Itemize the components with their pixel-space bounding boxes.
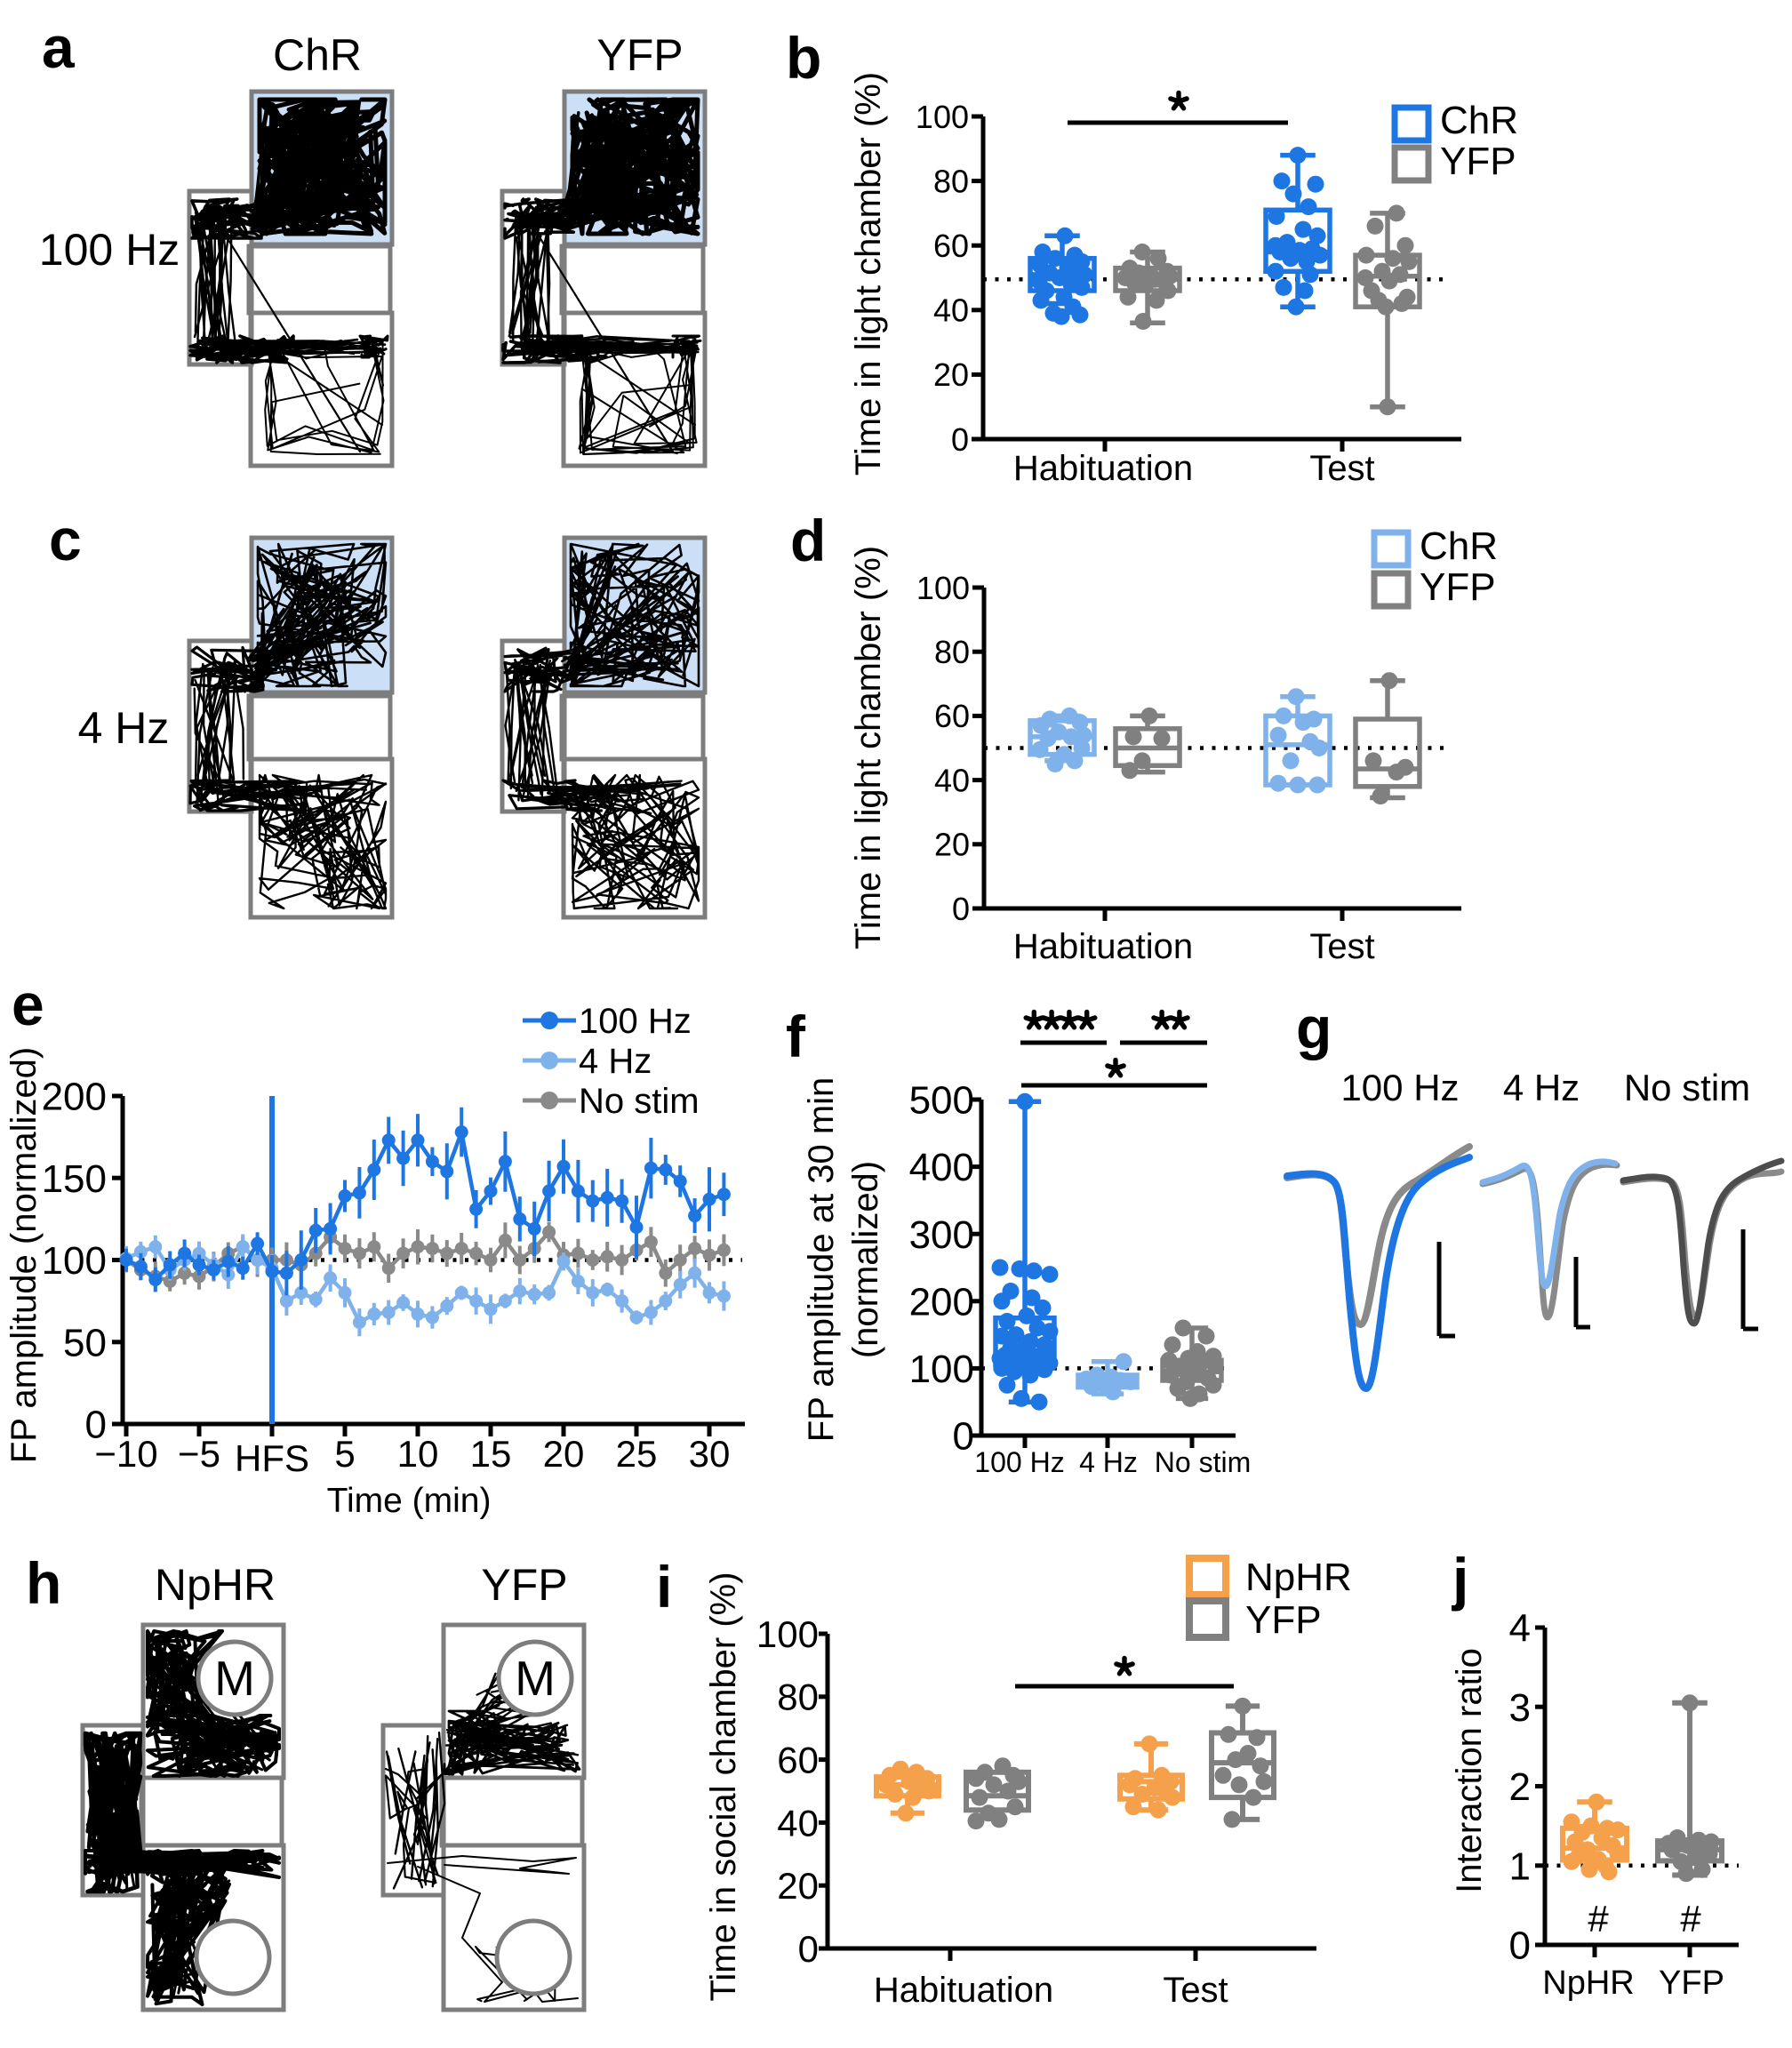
svg-text:4: 4: [1509, 1607, 1531, 1651]
svg-text:40: 40: [933, 292, 969, 329]
svg-text:15: 15: [470, 1433, 512, 1475]
svg-text:e: e: [12, 972, 44, 1037]
svg-text:YFP: YFP: [1420, 565, 1496, 609]
svg-text:500: 500: [909, 1079, 974, 1123]
svg-text:Habituation: Habituation: [1013, 927, 1193, 966]
svg-text:5: 5: [334, 1433, 355, 1475]
svg-text:20: 20: [933, 356, 969, 393]
svg-text:i: i: [656, 1554, 672, 1620]
svg-text:100 Hz: 100 Hz: [39, 225, 180, 275]
svg-text:M: M: [214, 1651, 255, 1706]
svg-text:a: a: [42, 14, 76, 80]
svg-text:j: j: [1451, 1546, 1468, 1612]
svg-text:100 Hz: 100 Hz: [974, 1446, 1064, 1478]
svg-text:100: 100: [42, 1239, 107, 1283]
svg-text:FP amplitude (normalized): FP amplitude (normalized): [4, 1047, 44, 1463]
svg-text:Habituation: Habituation: [1013, 449, 1193, 488]
svg-text:4 Hz: 4 Hz: [78, 703, 170, 753]
svg-text:10: 10: [397, 1433, 439, 1475]
svg-text:0: 0: [952, 891, 970, 927]
svg-text:25: 25: [616, 1433, 658, 1475]
svg-text:4 Hz: 4 Hz: [1079, 1446, 1138, 1478]
svg-text:#: #: [1680, 1898, 1701, 1940]
svg-text:NpHR: NpHR: [1245, 1556, 1352, 1599]
svg-text:No stim: No stim: [1155, 1446, 1251, 1478]
svg-text:c: c: [49, 507, 82, 572]
svg-text:b: b: [786, 25, 821, 91]
svg-text:20: 20: [934, 827, 970, 863]
svg-text:100 Hz: 100 Hz: [579, 1002, 692, 1041]
svg-text:f: f: [786, 1004, 806, 1069]
svg-text:Test: Test: [1163, 1971, 1228, 2010]
svg-text:30: 30: [689, 1433, 731, 1475]
svg-text:YFP: YFP: [481, 1560, 567, 1610]
svg-text:60: 60: [934, 698, 970, 734]
svg-text:100: 100: [756, 1613, 819, 1655]
svg-text:3: 3: [1509, 1686, 1531, 1730]
svg-text:200: 200: [909, 1280, 974, 1324]
svg-text:0: 0: [1509, 1924, 1531, 1968]
svg-text:40: 40: [777, 1802, 819, 1844]
svg-text:4 Hz: 4 Hz: [1503, 1067, 1580, 1108]
svg-text:Test: Test: [1309, 927, 1374, 966]
svg-text:Time in social chamber (%): Time in social chamber (%): [704, 1572, 743, 2001]
svg-text:Interaction ratio: Interaction ratio: [1450, 1648, 1489, 1893]
svg-text:h: h: [26, 1550, 61, 1616]
svg-text:100: 100: [909, 1348, 974, 1391]
svg-text:YFP: YFP: [596, 30, 683, 80]
svg-text:400: 400: [909, 1146, 974, 1189]
svg-text:NpHR: NpHR: [1542, 1964, 1634, 2002]
svg-text:ChR: ChR: [1420, 524, 1498, 568]
svg-text:40: 40: [934, 762, 970, 798]
svg-text:0: 0: [951, 421, 969, 458]
svg-text:No stim: No stim: [1624, 1067, 1750, 1108]
svg-text:YFP: YFP: [1245, 1598, 1322, 1642]
svg-text:#: #: [1588, 1898, 1609, 1940]
svg-text:200: 200: [42, 1076, 107, 1119]
svg-text:d: d: [790, 508, 826, 573]
svg-text:100: 100: [916, 570, 970, 606]
svg-text:20: 20: [777, 1865, 819, 1907]
svg-text:20: 20: [543, 1433, 585, 1475]
svg-text:ChR: ChR: [273, 30, 362, 80]
svg-text:60: 60: [777, 1740, 819, 1781]
svg-text:ChR: ChR: [1440, 99, 1518, 142]
svg-text:0: 0: [798, 1928, 819, 1970]
svg-text:1: 1: [1509, 1844, 1531, 1888]
svg-text:Time in light chamber (%): Time in light chamber (%): [849, 546, 888, 949]
svg-text:80: 80: [777, 1676, 819, 1718]
svg-text:60: 60: [933, 228, 969, 264]
svg-text:YFP: YFP: [1659, 1964, 1724, 2002]
svg-text:100: 100: [916, 99, 969, 135]
svg-text:NpHR: NpHR: [155, 1560, 276, 1610]
svg-text:−10: −10: [94, 1433, 157, 1475]
svg-text:150: 150: [42, 1157, 107, 1201]
svg-text:300: 300: [909, 1213, 974, 1257]
svg-text:(normalized): (normalized): [846, 1161, 885, 1358]
svg-text:80: 80: [934, 634, 970, 670]
svg-text:2: 2: [1509, 1765, 1531, 1809]
svg-text:80: 80: [933, 163, 969, 199]
svg-text:M: M: [515, 1651, 556, 1706]
svg-text:0: 0: [85, 1404, 107, 1447]
svg-text:0: 0: [953, 1415, 974, 1459]
svg-text:YFP: YFP: [1440, 140, 1516, 183]
svg-text:g: g: [1296, 995, 1332, 1060]
svg-text:100 Hz: 100 Hz: [1340, 1067, 1459, 1108]
svg-text:No stim: No stim: [579, 1082, 700, 1121]
svg-text:Time in light chamber (%): Time in light chamber (%): [849, 72, 888, 476]
svg-text:Test: Test: [1309, 449, 1374, 488]
svg-text:Time (min): Time (min): [327, 1482, 492, 1520]
svg-text:−5: −5: [178, 1433, 220, 1475]
svg-text:Habituation: Habituation: [874, 1971, 1053, 2010]
svg-text:FP amplitude at 30 min: FP amplitude at 30 min: [802, 1077, 841, 1443]
svg-text:HFS: HFS: [235, 1437, 309, 1479]
svg-text:4 Hz: 4 Hz: [579, 1042, 652, 1081]
svg-text:50: 50: [63, 1321, 107, 1364]
